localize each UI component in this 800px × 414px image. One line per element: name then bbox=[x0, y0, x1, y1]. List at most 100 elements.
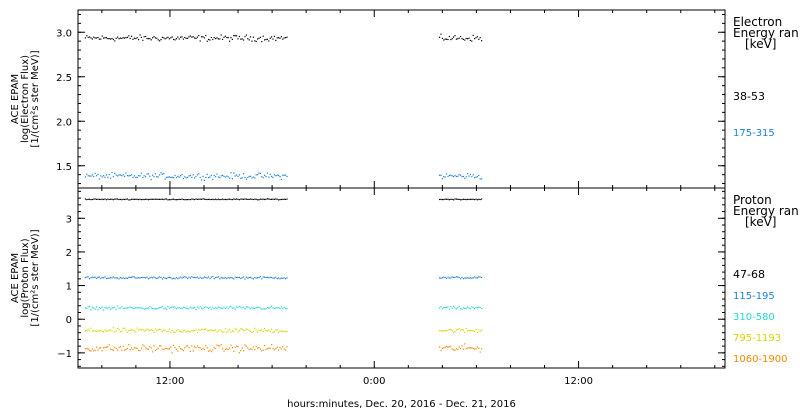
data-point bbox=[262, 198, 264, 200]
data-point bbox=[229, 177, 231, 179]
data-point bbox=[107, 198, 109, 200]
data-point bbox=[185, 331, 187, 333]
data-point bbox=[111, 277, 113, 279]
data-point bbox=[467, 347, 469, 349]
data-point bbox=[182, 198, 184, 201]
data-point bbox=[451, 198, 453, 200]
data-point bbox=[90, 175, 92, 177]
data-point bbox=[146, 328, 148, 330]
data-point bbox=[98, 347, 100, 349]
data-point bbox=[280, 198, 282, 201]
data-point bbox=[282, 277, 284, 279]
data-point bbox=[180, 330, 182, 332]
data-point bbox=[215, 176, 217, 178]
data-point bbox=[94, 198, 96, 200]
data-point bbox=[182, 276, 184, 278]
data-point bbox=[257, 306, 259, 309]
data-point bbox=[472, 330, 474, 332]
data-point bbox=[271, 36, 273, 38]
data-point bbox=[93, 277, 95, 279]
data-point bbox=[231, 330, 233, 332]
data-point bbox=[222, 308, 224, 310]
data-point bbox=[230, 277, 232, 279]
data-point bbox=[96, 330, 98, 332]
data-point bbox=[259, 275, 261, 278]
data-point bbox=[467, 306, 469, 308]
data-point bbox=[474, 38, 476, 40]
data-point bbox=[122, 307, 124, 309]
data-point bbox=[440, 198, 442, 200]
data-point bbox=[455, 276, 457, 278]
data-point bbox=[478, 38, 480, 40]
data-point bbox=[276, 329, 278, 331]
data-point bbox=[153, 331, 155, 333]
data-point bbox=[257, 347, 259, 349]
data-point bbox=[118, 174, 120, 176]
data-point bbox=[264, 39, 266, 41]
data-point bbox=[138, 277, 140, 279]
data-point bbox=[114, 40, 116, 42]
ytick-label-proton: 0 bbox=[66, 315, 72, 326]
data-point bbox=[269, 173, 271, 175]
data-point bbox=[110, 177, 112, 179]
data-point bbox=[479, 276, 481, 278]
data-point bbox=[202, 175, 204, 177]
data-point bbox=[266, 330, 268, 332]
data-point bbox=[180, 276, 182, 278]
data-point bbox=[219, 329, 221, 331]
data-point bbox=[199, 330, 201, 332]
data-point bbox=[227, 198, 229, 200]
data-point bbox=[279, 346, 281, 349]
data-point bbox=[264, 174, 266, 176]
data-point bbox=[132, 198, 134, 200]
data-point bbox=[212, 349, 214, 351]
data-point bbox=[166, 308, 168, 310]
data-point bbox=[271, 198, 273, 200]
data-point bbox=[124, 277, 126, 280]
data-point bbox=[196, 276, 198, 278]
data-point bbox=[192, 198, 194, 200]
data-point bbox=[234, 198, 236, 200]
data-point bbox=[152, 277, 154, 279]
data-point bbox=[448, 277, 450, 279]
data-point bbox=[114, 346, 116, 348]
data-point bbox=[87, 198, 89, 200]
data-point bbox=[122, 174, 124, 176]
data-point bbox=[210, 198, 212, 201]
data-point bbox=[121, 175, 123, 177]
data-point bbox=[282, 174, 284, 176]
data-point bbox=[133, 307, 135, 309]
data-point bbox=[471, 198, 473, 200]
data-point bbox=[250, 175, 252, 177]
data-point bbox=[460, 329, 462, 331]
data-point bbox=[264, 345, 266, 347]
data-point bbox=[229, 347, 231, 349]
data-point bbox=[254, 307, 256, 310]
data-point bbox=[467, 277, 469, 279]
data-point bbox=[170, 37, 172, 39]
data-point bbox=[237, 198, 239, 200]
data-point bbox=[94, 349, 96, 351]
data-point bbox=[154, 173, 156, 175]
data-point bbox=[178, 346, 180, 348]
data-point bbox=[450, 305, 452, 307]
data-point bbox=[126, 331, 128, 333]
data-point bbox=[101, 198, 103, 200]
data-point bbox=[164, 198, 166, 200]
data-point bbox=[237, 345, 239, 348]
data-point bbox=[272, 176, 274, 178]
data-point bbox=[125, 277, 127, 279]
data-point bbox=[238, 276, 240, 278]
data-point bbox=[152, 198, 154, 200]
data-point bbox=[131, 198, 133, 200]
data-point bbox=[107, 176, 109, 178]
data-point bbox=[110, 308, 112, 310]
data-point bbox=[191, 276, 193, 278]
data-point bbox=[265, 198, 267, 200]
data-point bbox=[136, 198, 138, 200]
data-point bbox=[203, 179, 205, 181]
data-point bbox=[216, 331, 218, 333]
data-point bbox=[157, 328, 159, 331]
data-point bbox=[105, 174, 107, 176]
data-point bbox=[285, 331, 287, 333]
